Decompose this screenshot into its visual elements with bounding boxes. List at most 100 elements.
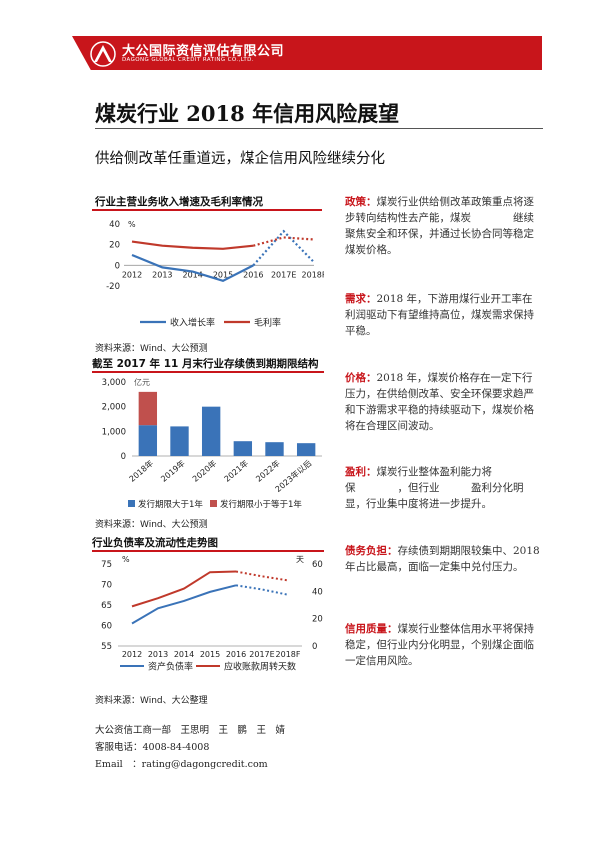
chart1-xtick-3: 2015 (213, 270, 233, 279)
chart3-title: 行业负债率及流动性走势图 (92, 537, 218, 549)
chart1-xtick-6: 2018F (302, 270, 324, 279)
chart1-revenue-margin: -20 0 20 40 % 2012 2013 2014 2015 2016 2017E 2018F 收… (106, 220, 324, 329)
chart2-legend-label-0: 发行期限大于1年 (138, 499, 203, 510)
chart1-legend-label-0: 收入增长率 (170, 317, 215, 329)
chart3-ytick-right-3: 60 (312, 560, 323, 570)
chart1-title: 行业主营业务收入增速及毛利率情况 (95, 196, 263, 208)
chart3-ytick-left-3: 70 (101, 581, 112, 591)
chart2-legend-label-1: 发行期限小于等于1年 (220, 499, 302, 510)
para-credit-label: 信用质量： (345, 623, 398, 635)
chart3-ytick-left-1: 60 (101, 622, 112, 632)
para-credit-text: 煤炭行业整体信用水平将保持稳定，但行业内分化明显，个别煤企面临一定信用风险。 (345, 623, 534, 667)
chart2-xtick-3: 2021年 (222, 458, 250, 484)
chart1-legend-label-1: 毛利率 (254, 317, 281, 329)
para-demand: 需求：2018 年，下游用煤行业开工率在利润驱动下有望维持高位，煤炭需求保持平稳… (345, 291, 543, 339)
chart3-series-1-line (131, 570, 237, 608)
chart2-bar-3-series-0 (233, 441, 253, 456)
para-credit: 信用质量：煤炭行业整体信用水平将保持稳定，但行业内分化明显，个别煤企面临一定信用… (345, 621, 543, 669)
chart2-bar-5-series-0 (296, 443, 316, 456)
chart1-xtick-2: 2014 (182, 270, 202, 279)
chart3-series-0-line (131, 584, 237, 625)
dagong-logo-icon (90, 41, 116, 67)
chart2-legend-swatch-0 (128, 500, 135, 507)
chart3-ytick-left-0: 55 (101, 642, 112, 652)
chart2-ytick-1: 1,000 (102, 427, 126, 437)
org-name-en: DAGONG GLOBAL CREDIT RATING CO.,LTD. (122, 57, 254, 63)
chart3-series-1-forecast (235, 570, 289, 582)
chart1-ytick-1: 0 (115, 261, 120, 271)
chart2-bar-1-series-0 (170, 426, 189, 456)
contact-email[interactable]: Email ：rating@dagongcredit.com (95, 759, 268, 770)
chart2-bar-4-series-0 (265, 442, 284, 456)
chart3-ytick-left-2: 65 (101, 601, 112, 611)
chart3-xtick-1: 2013 (148, 650, 168, 659)
para-demand-text: 2018 年，下游用煤行业开工率在利润驱动下有望维持高位，煤炭需求保持平稳。 (345, 293, 534, 337)
chart2-title-rule (92, 371, 324, 373)
chart3-xtick-3: 2015 (200, 650, 220, 659)
header-bar (72, 36, 542, 70)
chart2-ytick-0: 0 (121, 452, 126, 462)
chart3-series-0-forecast (235, 584, 289, 596)
para-demand-label: 需求： (345, 293, 377, 305)
org-name-cn: 大公国际资信评估有限公司 (122, 44, 285, 59)
chart3-y-unit-right: 天 (296, 555, 304, 564)
para-policy: 政策：煤炭行业供给侧改革政策重点将逐步转向结构性去产能，煤炭 继续聚焦安全和环保… (345, 194, 543, 258)
chart1-xtick-1: 2013 (152, 270, 172, 279)
chart2-bar-2-series-0 (201, 406, 221, 456)
chart2-bar-0-series-0 (138, 425, 158, 456)
chart1-series-1-line (131, 240, 254, 250)
chart1-xtick-5: 2017E (271, 270, 296, 279)
chart2-legend-swatch-1 (210, 500, 217, 507)
chart3-ytick-right-0: 0 (312, 642, 317, 652)
chart3-legend-label-0: 资产负债率 (148, 661, 193, 673)
contact-team: 大公资信工商一部 王思明 王 鹏 王 婧 (95, 725, 286, 736)
chart1-source: 资料来源：Wind、大公预测 (95, 344, 208, 354)
chart2-xtick-1: 2019年 (159, 458, 187, 484)
page-title: 煤炭行业 2018 年信用风险展望 (95, 101, 400, 126)
chart2-source: 资料来源：Wind、大公预测 (95, 520, 208, 530)
chart1-ytick-2: 20 (109, 241, 120, 251)
para-profit-label: 盈利： (345, 466, 377, 478)
para-price-text: 2018 年，煤炭价格存在一定下行压力，在供给侧改革、安全环保要求趋严和下游需求… (345, 372, 534, 432)
para-price-label: 价格： (345, 372, 377, 384)
chart2-ytick-3: 3,000 (102, 378, 126, 388)
chart1-ytick-0: -20 (106, 282, 120, 292)
para-policy-text: 煤炭行业供给侧改革政策重点将逐步转向结构性去产能，煤炭 继续聚焦安全和环保，并通… (345, 196, 534, 256)
chart3-xtick-4: 2016 (226, 650, 246, 659)
chart2-xtick-4: 2022年 (254, 458, 282, 484)
para-profit: 盈利：煤炭行业整体盈利能力将保 ，但行业 盈利分化明显，行业集中度将进一步提升。 (345, 464, 543, 512)
chart1-series-0-line (131, 253, 254, 283)
chart2-ytick-2: 2,000 (102, 403, 126, 413)
chart1-title-rule (92, 209, 322, 211)
para-debt-text: 存续债到期期限较集中、2018 年占比最高，面临一定集中兑付压力。 (345, 545, 540, 573)
chart3-xtick-0: 2012 (122, 650, 142, 659)
contact-phone: 客服电话：4008-84-4008 (95, 742, 210, 753)
chart2-xtick-2: 2020年 (190, 458, 218, 484)
chart3-source: 资料来源：Wind、大公整理 (95, 696, 208, 706)
chart1-xtick-4: 2016 (243, 270, 263, 279)
chart1-xtick-0: 2012 (122, 270, 142, 279)
chart3-title-rule (92, 550, 324, 552)
chart3-y-unit-left: % (122, 555, 130, 564)
chart3-ytick-right-1: 20 (312, 615, 323, 625)
page-subtitle: 供给侧改革任重道远，煤企信用风险继续分化 (95, 151, 385, 167)
para-price: 价格：2018 年，煤炭价格存在一定下行压力，在供给侧改革、安全环保要求趋严和下… (345, 370, 543, 434)
chart2-bond-maturity: 0 1,000 2,000 3,000 亿元 2018年 2019年 2020年 2021年 20… (102, 377, 322, 510)
para-policy-label: 政策： (345, 196, 377, 208)
chart3-legend-label-1: 应收账款周转天数 (224, 661, 296, 673)
para-profit-text: 煤炭行业整体盈利能力将保 ，但行业 盈利分化明显，行业集中度将进一步提升。 (345, 466, 524, 510)
title-divider (95, 128, 543, 129)
chart3-ytick-left-4: 75 (101, 560, 112, 570)
chart2-bar-0-series-1 (138, 391, 158, 426)
chart1-y-unit: % (128, 220, 136, 229)
chart1-series-1-forecast (253, 236, 315, 247)
chart3-ytick-right-2: 40 (312, 587, 323, 597)
chart2-title: 截至 2017 年 11 月末行业存续债到期期限结构 (92, 358, 319, 370)
chart3-xtick-6: 2018F (276, 650, 301, 659)
chart2-y-unit: 亿元 (134, 377, 150, 387)
para-debt-label: 债务负担： (345, 545, 398, 557)
chart3-xtick-2: 2014 (174, 650, 194, 659)
para-debt: 债务负担：存续债到期期限较集中、2018 年占比最高，面临一定集中兑付压力。 (345, 543, 543, 575)
chart3-xtick-5: 2017E (249, 650, 274, 659)
